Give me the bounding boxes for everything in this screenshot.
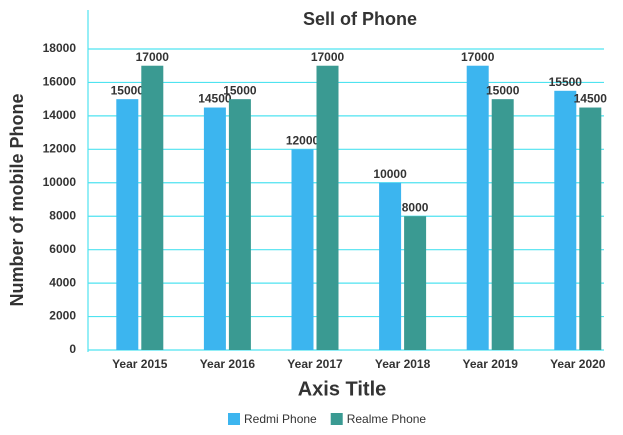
data-label: 14500: [574, 92, 608, 106]
bar: [141, 65, 164, 350]
bar: [203, 107, 226, 351]
bar: [554, 90, 577, 351]
y-tick-label: 4000: [49, 275, 76, 289]
y-tick-label: 16000: [43, 75, 77, 89]
bar: [404, 216, 427, 350]
legend-label: Realme Phone: [347, 412, 427, 426]
data-label: 17000: [311, 50, 345, 64]
data-label: 15000: [111, 83, 145, 97]
legend-swatch: [330, 413, 343, 425]
x-tick-label: Year 2016: [200, 357, 256, 371]
data-label: 8000: [402, 200, 429, 214]
bar: [291, 149, 314, 350]
data-label: 17000: [136, 50, 170, 64]
data-label: 15000: [486, 83, 520, 97]
bar: [116, 99, 139, 351]
data-label: 15000: [223, 83, 257, 97]
x-tick-label: Year 2015: [112, 357, 168, 371]
chart-title: Sell of Phone: [303, 9, 417, 29]
y-axis-title: Number of mobile Phone: [7, 93, 27, 306]
x-tick-label: Year 2017: [287, 357, 343, 371]
x-tick-label: Year 2019: [463, 357, 519, 371]
bar: [491, 99, 514, 351]
legend-label: Redmi Phone: [244, 412, 317, 426]
data-label: 10000: [373, 167, 407, 181]
x-tick-label: Year 2020: [550, 357, 606, 371]
bar: [228, 99, 251, 351]
y-tick-label: 0: [69, 342, 76, 356]
data-label: 12000: [286, 134, 320, 148]
y-tick-label: 6000: [49, 242, 76, 256]
x-tick-label: Year 2018: [375, 357, 431, 371]
y-tick-label: 2000: [49, 309, 76, 323]
y-tick-label: 14000: [43, 108, 77, 122]
y-tick-label: 8000: [49, 208, 76, 222]
y-tick-label: 12000: [43, 142, 77, 156]
bar: [316, 65, 339, 350]
data-label: 14500: [198, 92, 232, 106]
bar: [579, 107, 602, 351]
legend-swatch: [228, 413, 240, 425]
y-tick-label: 18000: [43, 41, 77, 55]
bar: [379, 182, 402, 350]
bar: [466, 65, 489, 350]
x-axis-title: Axis Title: [298, 378, 387, 400]
y-tick-label: 10000: [43, 175, 77, 189]
data-label: 17000: [461, 50, 495, 64]
data-label: 15500: [549, 75, 583, 89]
